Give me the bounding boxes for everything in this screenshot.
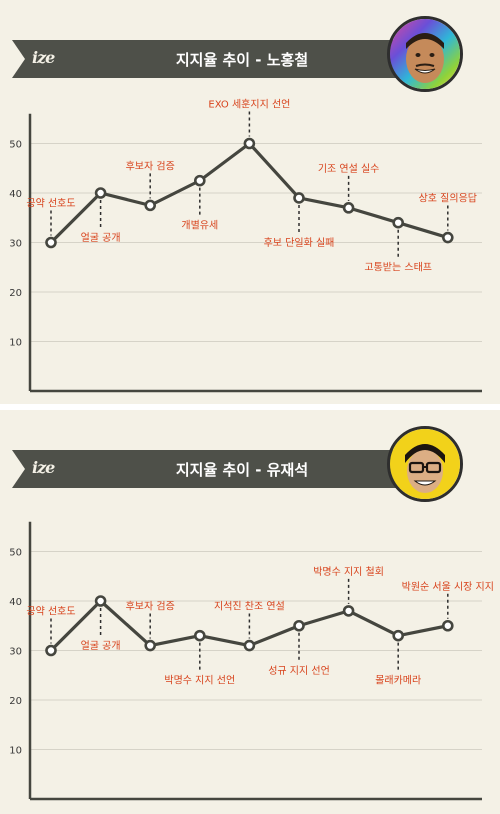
- annotation-label: 공약 선호도: [26, 198, 75, 210]
- annotation-label: 후보 단일화 실패: [264, 237, 335, 249]
- y-tick-label: 20: [9, 288, 22, 299]
- y-tick-label: 40: [9, 597, 22, 608]
- y-tick-label: 50: [9, 548, 22, 559]
- data-point: [45, 236, 57, 249]
- data-point: [293, 619, 305, 632]
- data-point: [342, 605, 355, 617]
- y-tick-label: 20: [9, 696, 22, 707]
- annotation-label: 지석진 찬조 연설: [214, 601, 285, 613]
- data-point: [94, 187, 107, 199]
- data-point: [144, 199, 156, 212]
- data-point: [392, 216, 405, 229]
- chart-title: 지지율 추이 - 노홍철: [175, 51, 309, 69]
- avatar-yoo-image: [390, 429, 460, 499]
- data-point: [194, 629, 206, 642]
- annotation-label: 공약 선호도: [26, 606, 75, 618]
- title-banner: ize 지지율 추이 - 노홍철: [12, 40, 416, 78]
- annotation-label: 박명수 지지 선언: [164, 675, 235, 687]
- data-point: [243, 137, 256, 150]
- y-tick-label: 30: [9, 239, 22, 250]
- banner-notch: [12, 450, 25, 488]
- data-point: [194, 174, 206, 187]
- data-point: [243, 639, 256, 652]
- y-tick-label: 50: [9, 140, 22, 151]
- annotation-label: 몰래카메라: [375, 675, 421, 687]
- annotation-label: 성규 지지 선언: [268, 665, 330, 677]
- y-tick-label: 40: [9, 189, 22, 200]
- annotation-label: 박원순 서울 시장 지지: [402, 581, 494, 593]
- avatar-yoo: [387, 426, 463, 502]
- annotation-label: 고통받는 스태프: [364, 262, 432, 274]
- chart-title: 지지율 추이 - 유재석: [175, 461, 309, 479]
- annotation-label: 얼굴 공개: [81, 232, 121, 244]
- annotation-label: 얼굴 공개: [81, 640, 121, 652]
- banner-notch: [12, 40, 25, 78]
- data-point: [342, 202, 355, 214]
- ize-logo: ize: [32, 458, 55, 477]
- annotation-label: 상호 질의응답: [419, 193, 477, 205]
- y-tick-label: 30: [9, 647, 22, 658]
- data-point: [392, 629, 405, 642]
- annotation-label: 기조 연설 실수: [318, 163, 380, 175]
- data-point: [441, 231, 454, 244]
- annotation-label: 후보자 검증: [126, 160, 175, 172]
- data-point: [45, 644, 57, 657]
- data-point: [144, 639, 156, 652]
- avatar-hong: [387, 16, 463, 92]
- ize-logo: ize: [32, 48, 55, 67]
- y-tick-label: 10: [9, 338, 22, 349]
- annotation-label: EXO 세훈지지 선언: [208, 98, 290, 111]
- data-point: [441, 619, 454, 632]
- annotation-label: 개별유세: [181, 220, 218, 232]
- annotation-label: 후보자 검증: [126, 601, 175, 613]
- annotation-label: 박명수 지지 철회: [313, 566, 384, 578]
- title-banner: ize 지지율 추이 - 유재석: [12, 450, 416, 488]
- data-point: [293, 192, 305, 204]
- y-tick-label: 10: [9, 746, 22, 757]
- avatar-hong-image: [390, 19, 460, 89]
- data-point: [94, 595, 107, 607]
